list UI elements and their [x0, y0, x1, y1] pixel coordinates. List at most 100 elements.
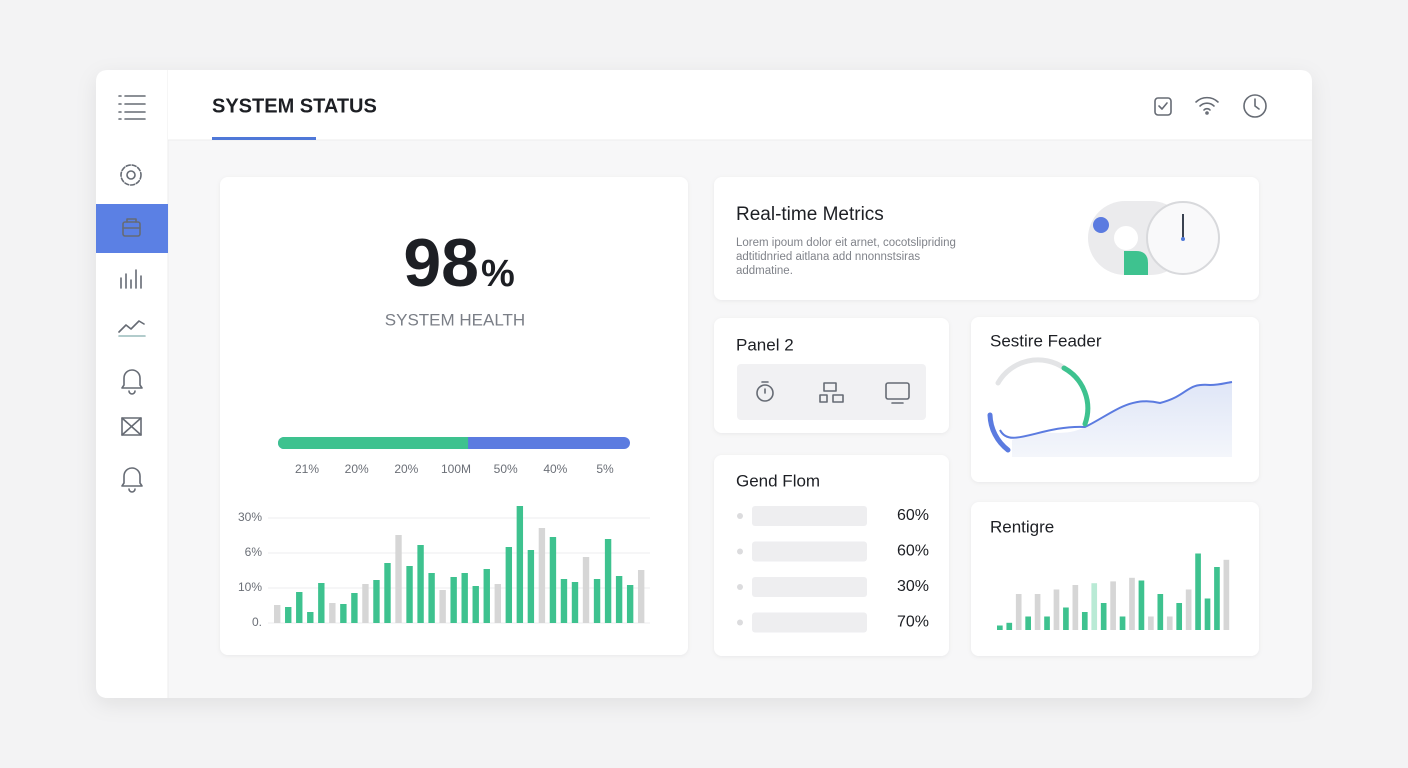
bar — [384, 563, 391, 623]
bar — [417, 545, 424, 623]
bar — [505, 547, 513, 623]
rentigre-title: Rentigre — [990, 517, 1054, 536]
progress-label: 40% — [543, 462, 567, 476]
bar — [1091, 583, 1098, 630]
bar — [1185, 589, 1192, 630]
bar — [362, 584, 369, 623]
bar — [285, 607, 292, 623]
row-dot — [737, 513, 743, 519]
progress-fill — [278, 437, 469, 449]
bar — [1015, 594, 1022, 630]
sestire-line-chart — [987, 357, 1233, 457]
sestire-title: Sestire Feader — [990, 331, 1102, 350]
realtime-title: Real-time Metrics — [736, 204, 884, 225]
bar — [615, 576, 623, 623]
panel2-toolbar — [737, 364, 926, 420]
gend-title: Gend Flom — [736, 471, 820, 490]
header — [168, 70, 1312, 140]
notifications-button[interactable] — [121, 467, 143, 493]
network-button[interactable] — [121, 417, 142, 436]
bar — [1129, 577, 1135, 630]
y-label: 6% — [245, 545, 263, 559]
bar — [351, 593, 358, 623]
alerts-button[interactable] — [121, 369, 143, 395]
bar — [1166, 616, 1173, 630]
bar — [483, 569, 490, 623]
bar — [604, 539, 612, 623]
bar — [329, 603, 336, 623]
row-bar — [752, 612, 867, 633]
health-unit: % — [481, 253, 515, 295]
bar — [494, 584, 501, 623]
wifi-button[interactable] — [1195, 96, 1219, 115]
bar — [1223, 559, 1230, 630]
bar — [549, 537, 557, 623]
monitor-button[interactable] — [885, 382, 910, 404]
panel2-title: Panel 2 — [736, 335, 794, 354]
trend-button[interactable] — [118, 320, 146, 337]
bar — [582, 557, 590, 623]
health-value: 98 — [403, 225, 479, 301]
bar — [1157, 594, 1164, 630]
realtime-text: adtitidnried aitlana add nnonnstsiras — [736, 251, 920, 263]
bar — [1195, 553, 1201, 630]
bar — [538, 528, 546, 623]
bar — [1006, 622, 1013, 630]
settings-button[interactable] — [120, 164, 142, 186]
menu-button[interactable] — [118, 95, 146, 120]
bar — [997, 625, 1003, 630]
row-dot — [737, 619, 743, 626]
bar — [571, 582, 579, 623]
bar — [373, 580, 380, 623]
realtime-text: addmatine. — [736, 265, 793, 277]
row-dot — [737, 548, 743, 555]
y-label: 0. — [252, 615, 262, 629]
health-label: SYSTEM HEALTH — [385, 310, 525, 329]
bar — [1119, 616, 1126, 630]
clock-button[interactable] — [1243, 94, 1267, 118]
bars-button[interactable] — [120, 269, 142, 289]
bar — [1204, 598, 1211, 630]
row-bar — [752, 506, 867, 526]
bar — [461, 573, 468, 623]
bar — [1148, 616, 1154, 630]
row-dot — [737, 584, 743, 590]
bar — [626, 585, 634, 623]
bar — [593, 579, 601, 623]
bar — [1176, 603, 1183, 630]
devices-button[interactable] — [819, 382, 844, 403]
progress-label: 20% — [394, 462, 418, 476]
row-bar — [752, 577, 867, 597]
progress-label: 100M — [441, 462, 471, 476]
toolbox-icon — [122, 218, 141, 237]
bar — [1044, 616, 1050, 630]
bar — [516, 506, 524, 623]
tasks-button[interactable] — [1154, 97, 1172, 116]
bar — [406, 566, 413, 623]
progress-label: 5% — [596, 462, 614, 476]
bar — [1034, 594, 1041, 630]
bar — [307, 612, 314, 623]
progress-join — [462, 437, 469, 449]
y-label: 10% — [238, 580, 262, 594]
sidebar — [96, 70, 168, 698]
progress-label: 21% — [295, 462, 319, 476]
bar — [1025, 616, 1031, 630]
bar — [1081, 612, 1088, 630]
health-card — [220, 177, 688, 655]
row-value: 70% — [897, 614, 929, 631]
bar — [428, 573, 435, 623]
realtime-gauge — [1088, 201, 1220, 275]
bar — [1110, 581, 1116, 630]
bar — [395, 535, 402, 623]
bar — [318, 583, 325, 623]
row-value: 60% — [897, 507, 929, 524]
bar — [1063, 607, 1069, 630]
realtime-text: Lorem ipoum dolor eit arnet, cocotslipri… — [736, 237, 956, 249]
bar — [439, 590, 446, 623]
bar — [1072, 585, 1079, 630]
y-label: 30% — [238, 510, 262, 524]
timer-button[interactable] — [756, 381, 774, 402]
